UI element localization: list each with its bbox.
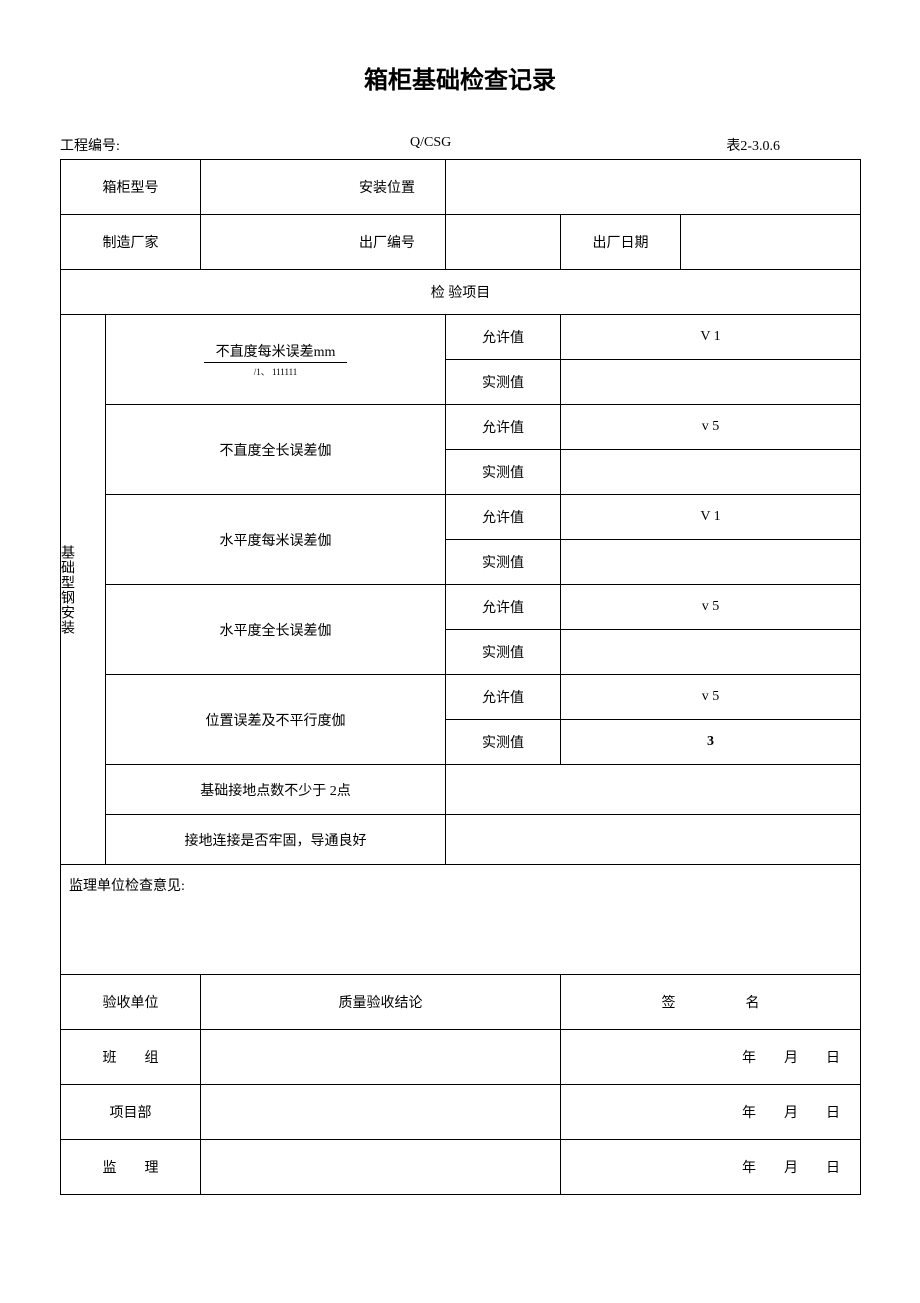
meas-label-4: 实测值 xyxy=(446,720,561,765)
conclusion-row-2 xyxy=(201,1140,561,1195)
page-title: 箱柜基础检查记录 xyxy=(60,60,860,95)
center-code: Q/CSG xyxy=(360,135,620,155)
allow-label-2: 允许值 xyxy=(446,495,561,540)
header-line: 工程编号: Q/CSG 表2-3.0.6 xyxy=(60,135,860,155)
unit-row-1: 项目部 xyxy=(61,1085,201,1140)
item-name-1: 不直度全长误差伽 xyxy=(106,405,446,495)
item-name-3: 水平度全长误差伽 xyxy=(106,585,446,675)
conclusion-row-1 xyxy=(201,1085,561,1140)
meas-label-3: 实测值 xyxy=(446,630,561,675)
date-row-0: 年 月 日 xyxy=(561,1030,861,1085)
main-table: 箱柜型号 安装位置 制造厂家 出厂编号 出厂日期 检 验项目 基础型钢安装 不直… xyxy=(60,159,861,1195)
allow-label-4: 允许值 xyxy=(446,675,561,720)
project-no-label: 工程编号: xyxy=(60,135,360,155)
meas-val-0 xyxy=(561,360,861,405)
allow-val-2: V 1 xyxy=(561,495,861,540)
meas-label-0: 实测值 xyxy=(446,360,561,405)
allow-label-0: 允许值 xyxy=(446,315,561,360)
install-pos-value xyxy=(446,160,861,215)
unit-row-0: 班 组 xyxy=(61,1030,201,1085)
allow-label-3: 允许值 xyxy=(446,585,561,630)
table-no: 表2-3.0.6 xyxy=(620,135,860,155)
item-name-0: 不直度每米误差mm /1、 111111 xyxy=(106,315,446,405)
factory-date-value xyxy=(681,215,861,270)
extra-row-0: 基础接地点数不少于 2点 xyxy=(106,765,446,815)
item-name-2: 水平度每米误差伽 xyxy=(106,495,446,585)
extra-row-1: 接地连接是否牢固，导通良好 xyxy=(106,815,446,865)
date-row-2: 年 月 日 xyxy=(561,1140,861,1195)
meas-val-4: 3 xyxy=(561,720,861,765)
model-label: 箱柜型号 xyxy=(61,160,201,215)
model-value: 安装位置 xyxy=(201,160,446,215)
date-row-1: 年 月 日 xyxy=(561,1085,861,1140)
allow-val-4: v 5 xyxy=(561,675,861,720)
supervision-cell: 监理单位检查意见: xyxy=(61,865,861,975)
manufacturer-label: 制造厂家 xyxy=(61,215,201,270)
conclusion-row-0 xyxy=(201,1030,561,1085)
factory-no-label: 出厂编号 xyxy=(201,215,446,270)
section-label: 基础型钢安装 xyxy=(61,315,106,865)
factory-no-value xyxy=(446,215,561,270)
allow-val-1: v 5 xyxy=(561,405,861,450)
allow-val-3: v 5 xyxy=(561,585,861,630)
conclusion-header: 质量验收结论 xyxy=(201,975,561,1030)
unit-header: 验收单位 xyxy=(61,975,201,1030)
unit-row-2: 监 理 xyxy=(61,1140,201,1195)
extra-val-0 xyxy=(446,765,861,815)
item-name-4: 位置误差及不平行度伽 xyxy=(106,675,446,765)
allow-val-0: V 1 xyxy=(561,315,861,360)
meas-val-2 xyxy=(561,540,861,585)
allow-label-1: 允许值 xyxy=(446,405,561,450)
extra-val-1 xyxy=(446,815,861,865)
meas-label-1: 实测值 xyxy=(446,450,561,495)
meas-val-1 xyxy=(561,450,861,495)
inspection-header: 检 验项目 xyxy=(61,270,861,315)
sign-header: 签 名 xyxy=(561,975,861,1030)
meas-label-2: 实测值 xyxy=(446,540,561,585)
factory-date-label: 出厂日期 xyxy=(561,215,681,270)
meas-val-3 xyxy=(561,630,861,675)
